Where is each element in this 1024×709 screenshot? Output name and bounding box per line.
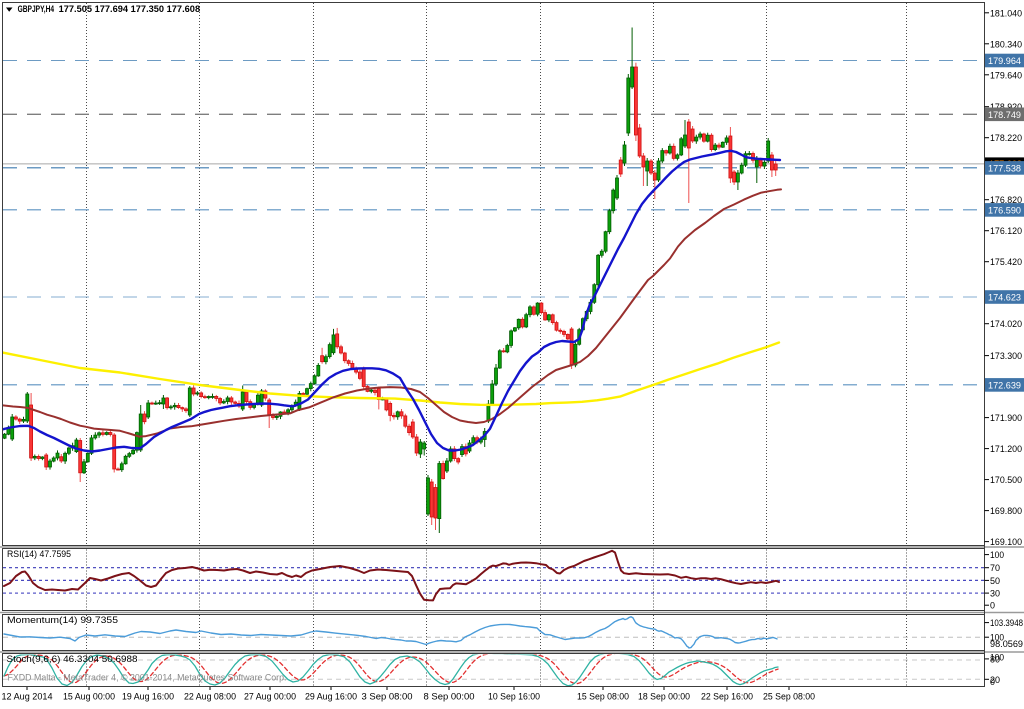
svg-text:30: 30 <box>990 589 1000 600</box>
svg-text:3 Sep 08:00: 3 Sep 08:00 <box>362 692 413 703</box>
svg-text:80: 80 <box>990 654 1000 665</box>
svg-text:170.500: 170.500 <box>990 475 1022 486</box>
svg-text:174.020: 174.020 <box>990 319 1022 330</box>
svg-text:169.800: 169.800 <box>990 506 1022 517</box>
svg-text:177.538: 177.538 <box>988 163 1021 174</box>
svg-text:Momentum(14) 99.7355: Momentum(14) 99.7355 <box>7 615 118 626</box>
svg-text:FXDD Malta - MetaTrader 4, © 2: FXDD Malta - MetaTrader 4, © 2001-2014, … <box>8 673 287 684</box>
svg-text:10 Sep 16:00: 10 Sep 16:00 <box>488 692 540 703</box>
svg-text:176.820: 176.820 <box>990 195 1022 206</box>
svg-text:27 Aug 00:00: 27 Aug 00:00 <box>244 692 296 703</box>
svg-text:173.300: 173.300 <box>990 351 1022 362</box>
svg-text:177.505 177.694 177.350 177.60: 177.505 177.694 177.350 177.608 <box>59 4 201 15</box>
svg-text:98.0569: 98.0569 <box>990 639 1023 650</box>
svg-text:174.623: 174.623 <box>988 293 1021 304</box>
svg-text:179.640: 179.640 <box>990 70 1022 81</box>
svg-text:0: 0 <box>990 601 995 612</box>
svg-text:19 Aug 16:00: 19 Aug 16:00 <box>122 692 174 703</box>
svg-text:100: 100 <box>990 550 1004 561</box>
svg-text:25 Sep 08:00: 25 Sep 08:00 <box>763 692 815 703</box>
svg-text:175.420: 175.420 <box>990 257 1022 268</box>
svg-text:179.964: 179.964 <box>988 56 1021 67</box>
svg-text:169.100: 169.100 <box>990 537 1022 548</box>
svg-text:181.040: 181.040 <box>990 8 1022 19</box>
svg-text:15 Aug 00:00: 15 Aug 00:00 <box>63 692 115 703</box>
svg-text:15 Sep 08:00: 15 Sep 08:00 <box>577 692 629 703</box>
svg-text:171.900: 171.900 <box>990 413 1022 424</box>
svg-text:Stoch(9,6,6) 46.3304 50.6988: Stoch(9,6,6) 46.3304 50.6988 <box>7 654 138 665</box>
svg-text:29 Aug 16:00: 29 Aug 16:00 <box>305 692 357 703</box>
svg-text:22 Aug 08:00: 22 Aug 08:00 <box>184 692 236 703</box>
svg-text:70: 70 <box>990 563 1000 574</box>
svg-text:171.200: 171.200 <box>990 444 1022 455</box>
svg-text:RSI(14) 47.7595: RSI(14) 47.7595 <box>7 549 71 560</box>
svg-text:18 Sep 00:00: 18 Sep 00:00 <box>638 692 690 703</box>
svg-text:172.639: 172.639 <box>988 380 1021 391</box>
svg-text:180.340: 180.340 <box>990 39 1022 50</box>
svg-text:176.590: 176.590 <box>988 205 1021 216</box>
svg-text:22 Sep 16:00: 22 Sep 16:00 <box>701 692 753 703</box>
svg-text:103.3948: 103.3948 <box>990 618 1023 629</box>
svg-text:176.120: 176.120 <box>990 226 1022 237</box>
svg-text:50: 50 <box>990 576 1000 587</box>
svg-text:178.749: 178.749 <box>988 110 1021 121</box>
svg-text:100: 100 <box>990 633 1004 644</box>
svg-text:20: 20 <box>990 675 1000 686</box>
svg-text:100: 100 <box>990 652 1004 663</box>
svg-text:12 Aug 2014: 12 Aug 2014 <box>2 692 53 703</box>
svg-text:0: 0 <box>990 677 995 688</box>
svg-text:GBPJPY,H4: GBPJPY,H4 <box>18 4 55 15</box>
svg-text:178.220: 178.220 <box>990 133 1022 144</box>
svg-text:8 Sep 00:00: 8 Sep 00:00 <box>424 692 475 703</box>
